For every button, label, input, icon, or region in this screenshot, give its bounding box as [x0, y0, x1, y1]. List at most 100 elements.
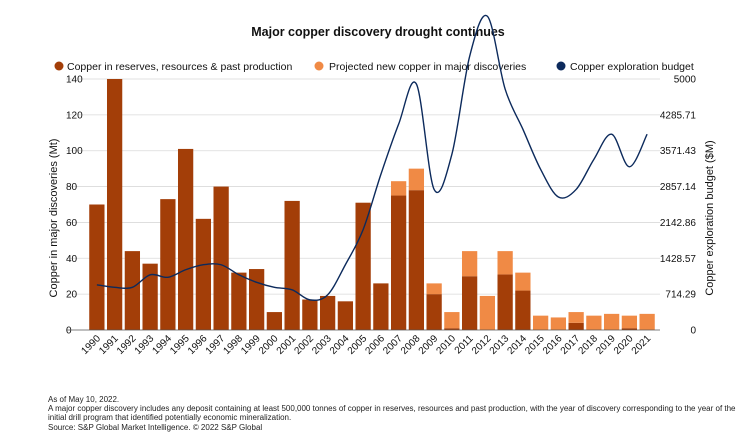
- y-tick-right-5000: 5000: [674, 75, 697, 86]
- y-tick-right-1428.57: 1428.57: [660, 254, 697, 265]
- x-tick-1990: 1990: [79, 333, 103, 357]
- bar-projected-2009: [426, 283, 442, 295]
- x-tick-1995: 1995: [168, 333, 192, 357]
- bar-reserves-2000: [266, 312, 283, 330]
- legend-label-budget: Copper exploration budget: [570, 61, 694, 73]
- chart-title: Major copper discovery drought continues: [251, 25, 505, 39]
- x-tick-2007: 2007: [381, 333, 405, 357]
- x-tick-2001: 2001: [275, 333, 299, 357]
- x-tick-2016: 2016: [541, 333, 565, 357]
- x-tick-1993: 1993: [133, 333, 157, 357]
- bar-reserves-2010: [444, 328, 460, 330]
- y-axis-left-title: Copper in major discoveries (Mt): [48, 139, 60, 298]
- bar-reserves-2007: [390, 195, 407, 330]
- bar-reserves-1997: [213, 186, 229, 330]
- x-tick-1999: 1999: [239, 333, 263, 357]
- y-tick-left-100: 100: [66, 146, 83, 157]
- bar-projected-2014: [515, 272, 531, 291]
- y-tick-left-40: 40: [66, 254, 78, 265]
- x-tick-1998: 1998: [221, 333, 245, 357]
- bar-reserves-1999: [248, 269, 265, 330]
- x-tick-2014: 2014: [505, 333, 529, 357]
- bar-projected-2019: [603, 313, 620, 330]
- x-tick-1991: 1991: [97, 333, 121, 357]
- legend-marker-projected: [314, 61, 324, 71]
- y-tick-left-140: 140: [66, 75, 83, 86]
- bar-reserves-2017: [568, 322, 584, 330]
- bar-reserves-2013: [497, 274, 513, 330]
- bar-reserves-1994: [160, 199, 176, 330]
- x-tick-2004: 2004: [328, 333, 352, 357]
- x-tick-2018: 2018: [576, 333, 600, 357]
- footnote-date: As of May 10, 2022.: [48, 395, 120, 404]
- x-tick-2003: 2003: [310, 333, 334, 357]
- bar-reserves-1992: [124, 251, 141, 330]
- bar-reserves-2009: [426, 294, 442, 330]
- bar-reserves-1991: [106, 79, 123, 330]
- x-tick-1996: 1996: [186, 333, 210, 357]
- bar-projected-2021: [639, 313, 655, 330]
- footnote-source: Source: S&P Global Market Intelligence. …: [48, 422, 263, 432]
- y-tick-left-60: 60: [66, 218, 78, 229]
- x-tick-2019: 2019: [594, 333, 618, 357]
- y-tick-right-3571.43: 3571.43: [660, 146, 697, 157]
- footnote: As of May 10, 2022. A major copper disco…: [48, 395, 738, 432]
- x-tick-2009: 2009: [417, 333, 441, 357]
- y-tick-left-20: 20: [66, 290, 78, 301]
- legend: Copper in reserves, resources & past pro…: [54, 61, 694, 73]
- legend-label-projected: Projected new copper in major discoverie…: [329, 61, 526, 73]
- bar-reserves-1995: [177, 148, 194, 330]
- x-tick-2005: 2005: [346, 333, 370, 357]
- x-tick-2021: 2021: [630, 333, 654, 357]
- x-tick-2012: 2012: [470, 333, 494, 357]
- bar-projected-2020: [621, 315, 638, 329]
- x-tick-2020: 2020: [612, 333, 636, 357]
- bar-reserves-2001: [284, 200, 300, 330]
- footnote-definition: A major copper discovery includes any de…: [48, 404, 736, 423]
- y-tick-right-2857.14: 2857.14: [660, 182, 697, 193]
- bar-projected-2013: [497, 251, 513, 275]
- y-tick-left-120: 120: [66, 110, 83, 121]
- bar-projected-2015: [532, 315, 549, 330]
- x-tick-2006: 2006: [363, 333, 387, 357]
- bar-reserves-2006: [373, 283, 389, 330]
- x-axis-ticks: 1990199119921993199419951996199719981999…: [79, 333, 653, 357]
- bar-reserves-2020: [621, 328, 638, 330]
- bar-reserves-2002: [302, 299, 318, 330]
- x-tick-2008: 2008: [399, 333, 423, 357]
- y-tick-left-0: 0: [66, 326, 72, 337]
- bar-reserves-2014: [515, 290, 531, 330]
- bar-projected-2008: [408, 168, 425, 191]
- bar-reserves-1998: [231, 272, 247, 330]
- bar-reserves-2003: [319, 295, 336, 330]
- y-axis-right-ticks: 0 714.29 1428.57 2142.86 2857.14 3571.43 4285.…: [660, 75, 697, 337]
- bar-projected-2007: [390, 181, 407, 196]
- copper-discovery-chart: Major copper discovery drought continues…: [48, 14, 716, 357]
- x-tick-2017: 2017: [559, 333, 583, 357]
- legend-marker-reserves: [54, 61, 64, 71]
- x-tick-1992: 1992: [115, 333, 139, 357]
- legend-label-reserves: Copper in reserves, resources & past pro…: [67, 61, 292, 73]
- y-tick-left-80: 80: [66, 182, 78, 193]
- x-tick-2015: 2015: [523, 333, 547, 357]
- x-tick-2000: 2000: [257, 333, 281, 357]
- y-tick-right-714.29: 714.29: [665, 290, 696, 301]
- x-tick-2010: 2010: [434, 333, 458, 357]
- bar-projected-2012: [479, 295, 496, 330]
- bar-projected-2018: [586, 315, 602, 330]
- y-tick-right-4285.71: 4285.71: [660, 110, 697, 121]
- bar-reserves-2011: [461, 276, 478, 330]
- x-tick-2013: 2013: [488, 333, 512, 357]
- x-tick-2002: 2002: [292, 333, 316, 357]
- bar-reserves-2005: [355, 202, 371, 330]
- budget-line: [96, 14, 648, 301]
- legend-marker-budget: [556, 61, 566, 71]
- y-tick-right-0: 0: [690, 326, 696, 337]
- bar-projected-2016: [550, 317, 567, 330]
- x-tick-1997: 1997: [204, 333, 228, 357]
- bar-reserves-1990: [89, 204, 105, 330]
- y-axis-right-title: Copper exploration budget ($M): [704, 140, 716, 295]
- bar-reserves-2004: [337, 301, 354, 330]
- bar-projected-2017: [568, 312, 584, 323]
- y-tick-right-2142.86: 2142.86: [660, 218, 697, 229]
